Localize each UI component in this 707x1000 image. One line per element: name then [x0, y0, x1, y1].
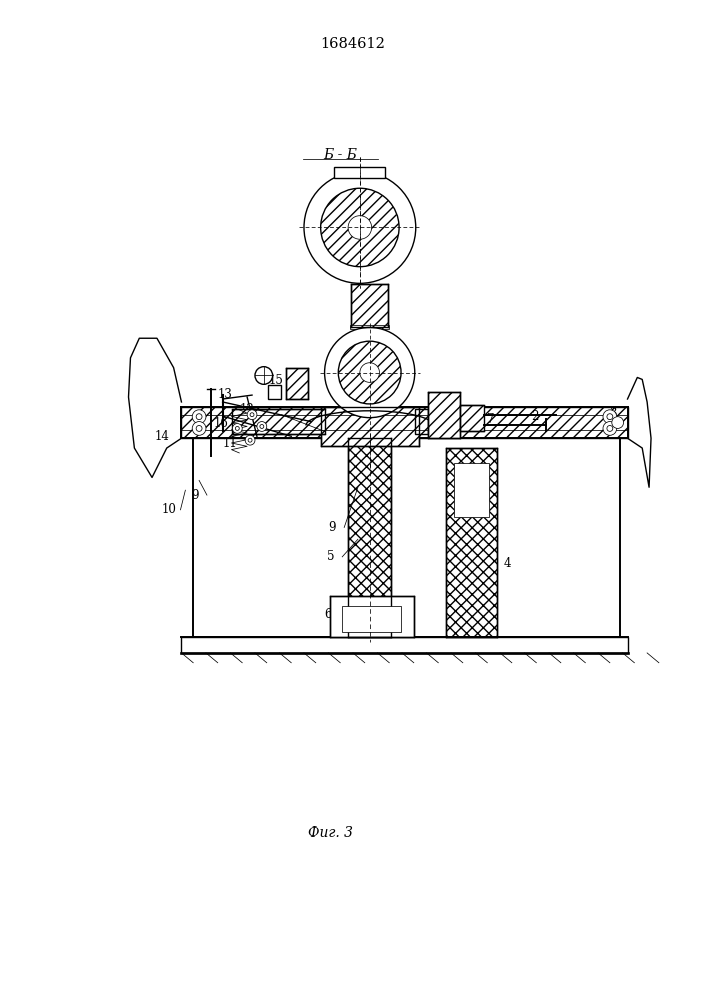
Circle shape — [247, 410, 257, 420]
Text: 10: 10 — [161, 503, 176, 516]
Circle shape — [325, 327, 415, 418]
Text: 2: 2 — [531, 410, 538, 423]
Circle shape — [192, 410, 206, 424]
Circle shape — [257, 422, 267, 431]
Circle shape — [360, 363, 380, 382]
Bar — [334, 167, 385, 178]
Circle shape — [339, 341, 401, 404]
Text: 13: 13 — [217, 388, 232, 401]
Circle shape — [255, 367, 273, 384]
Circle shape — [607, 425, 613, 431]
Text: 7: 7 — [488, 413, 495, 426]
Circle shape — [196, 414, 202, 420]
Bar — [182, 407, 628, 438]
Circle shape — [612, 417, 624, 428]
Bar — [460, 405, 484, 431]
Circle shape — [603, 422, 617, 435]
Bar — [446, 448, 497, 637]
Circle shape — [321, 188, 399, 267]
Bar — [342, 606, 401, 632]
Bar — [428, 392, 460, 438]
Text: Б - Б: Б - Б — [323, 148, 357, 162]
Bar — [321, 407, 419, 446]
Bar — [182, 637, 628, 653]
Circle shape — [233, 424, 243, 433]
Circle shape — [248, 438, 252, 442]
Text: 12: 12 — [240, 403, 255, 416]
Text: 1684612: 1684612 — [320, 37, 385, 51]
Circle shape — [304, 172, 416, 283]
Text: Фиг. 3: Фиг. 3 — [308, 826, 353, 840]
Text: 3: 3 — [609, 407, 617, 420]
Circle shape — [192, 422, 206, 435]
Bar — [350, 325, 390, 329]
Text: 11: 11 — [223, 437, 238, 450]
Text: 4: 4 — [503, 557, 510, 570]
Bar — [351, 284, 388, 327]
Text: 15: 15 — [269, 374, 284, 387]
Circle shape — [348, 216, 372, 239]
Bar — [454, 463, 489, 517]
Bar — [330, 596, 414, 637]
Circle shape — [245, 435, 255, 445]
Bar — [348, 438, 391, 637]
Text: 6: 6 — [324, 608, 332, 621]
Circle shape — [250, 413, 254, 417]
Bar — [286, 368, 308, 399]
Bar — [415, 409, 428, 434]
Circle shape — [235, 426, 239, 430]
Circle shape — [196, 425, 202, 431]
Circle shape — [603, 410, 617, 424]
Bar — [233, 409, 325, 434]
Text: 9: 9 — [192, 489, 199, 502]
Text: 8: 8 — [428, 392, 436, 405]
Circle shape — [607, 414, 613, 420]
Text: 16: 16 — [214, 417, 228, 430]
Text: 9: 9 — [329, 521, 336, 534]
Circle shape — [260, 425, 264, 428]
Text: 5: 5 — [327, 550, 334, 563]
Text: 14: 14 — [154, 430, 169, 443]
Bar — [268, 385, 281, 399]
